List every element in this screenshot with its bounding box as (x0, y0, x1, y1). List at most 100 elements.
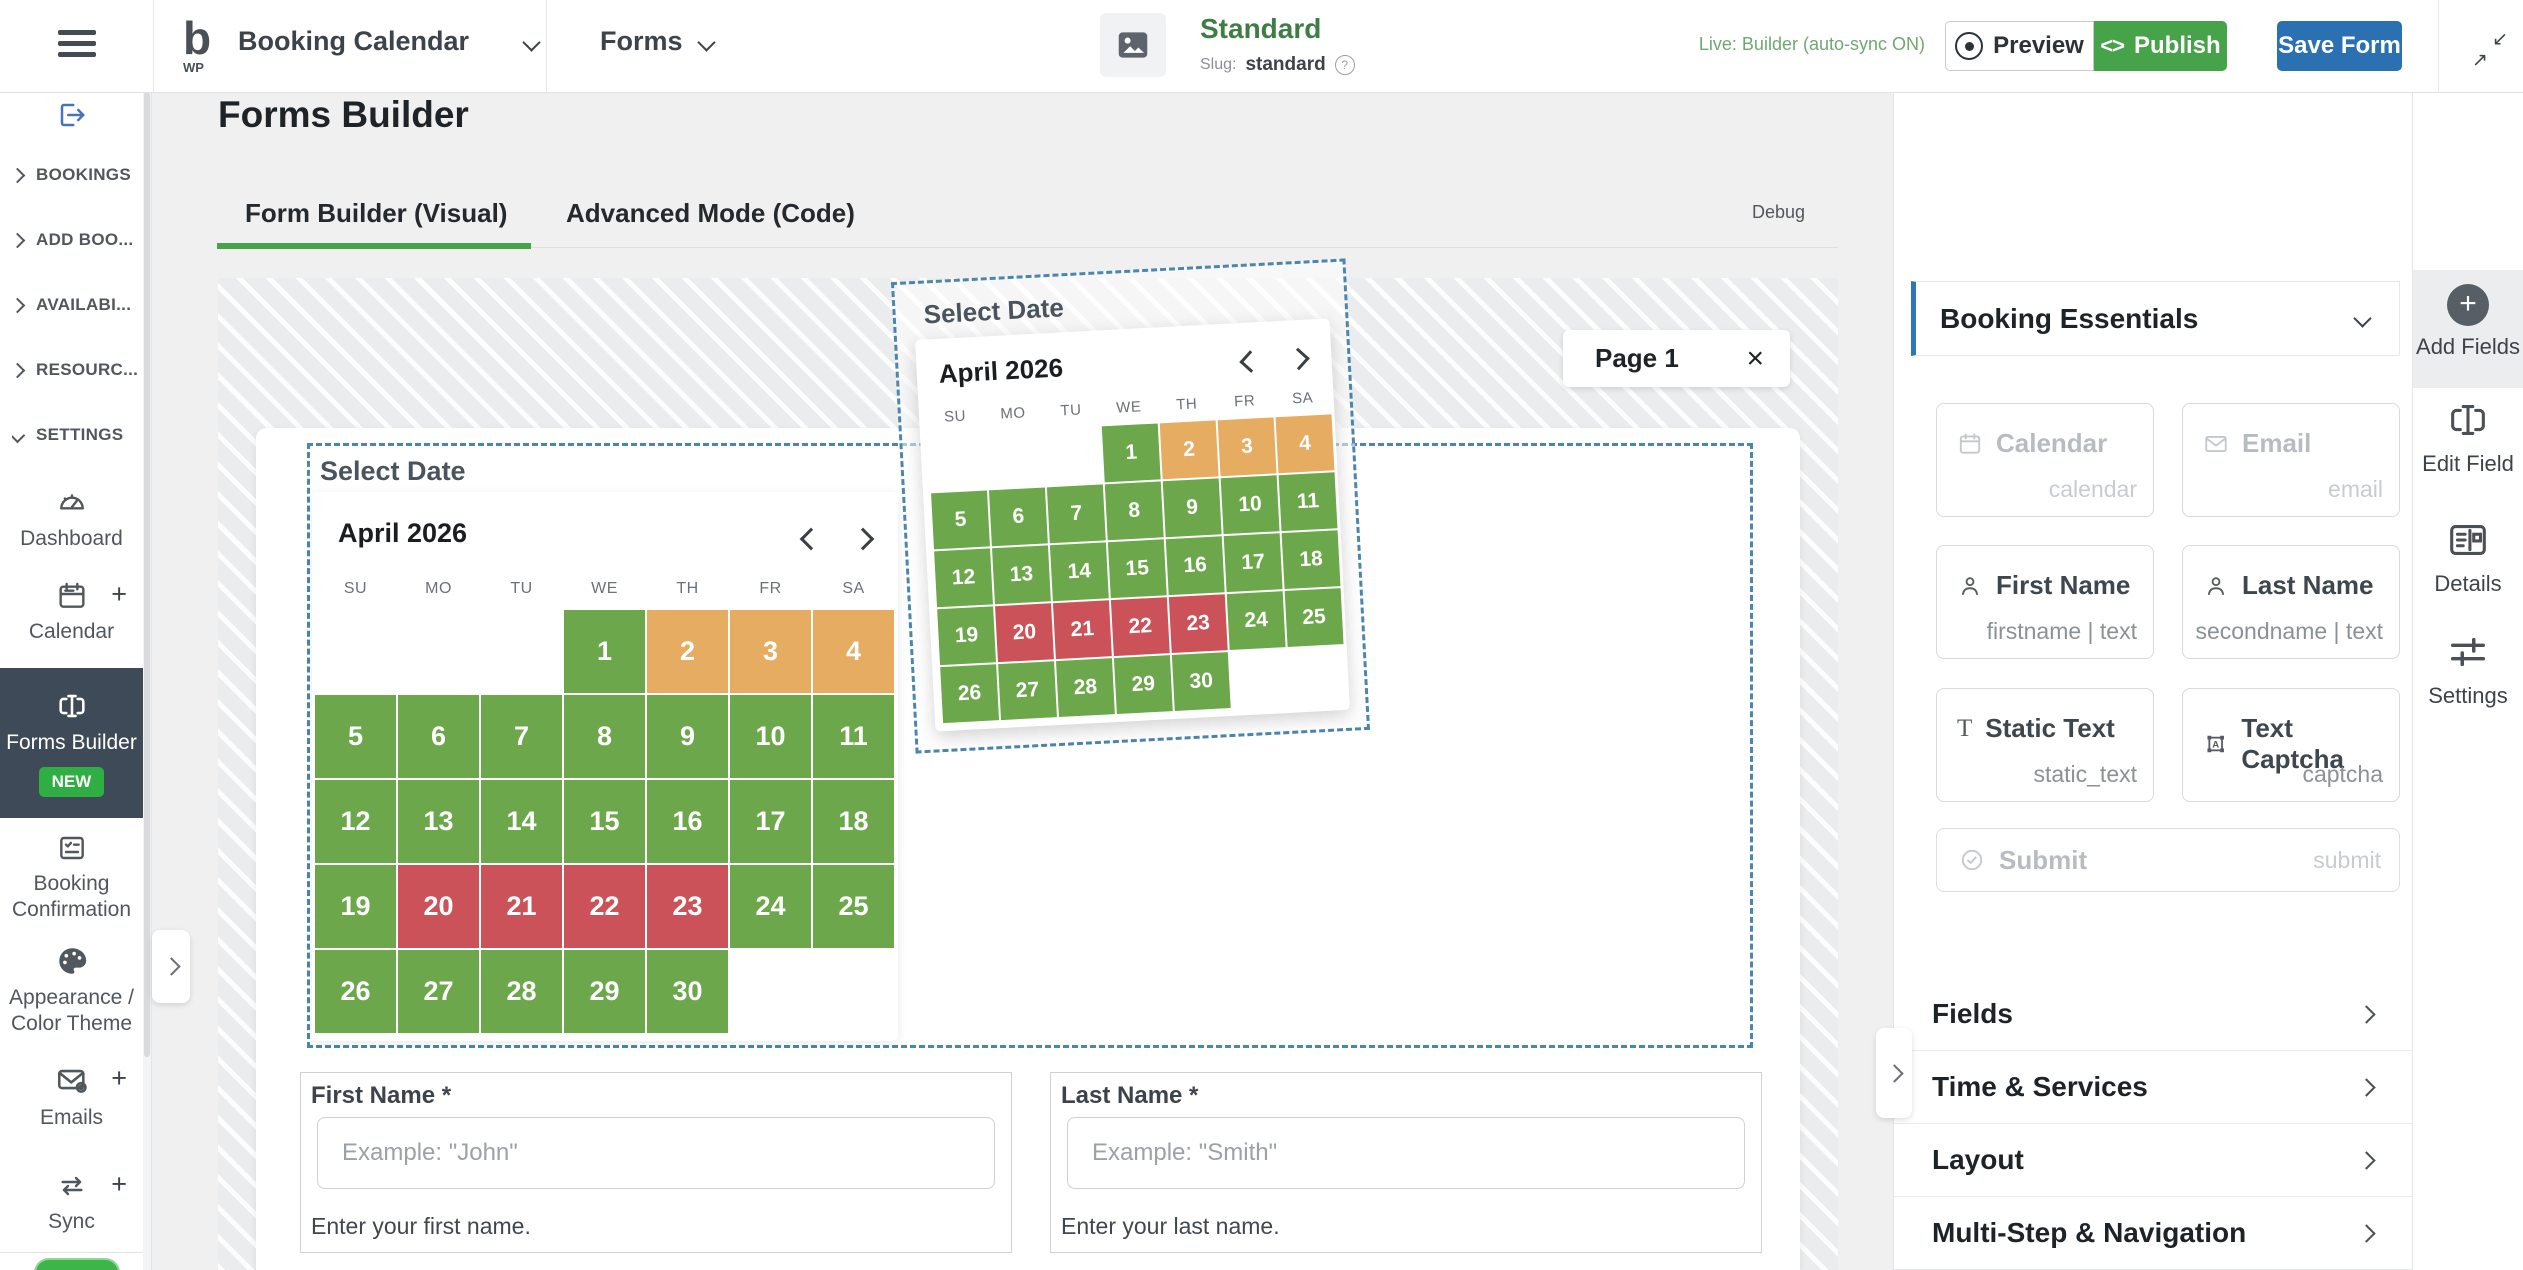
first-name-field-group[interactable]: First Name * Enter your first name. (300, 1072, 1012, 1253)
calendar-day[interactable]: 7 (481, 695, 562, 778)
rail-item-edit-field[interactable]: Edit Field (2413, 397, 2523, 477)
first-name-input[interactable] (317, 1117, 995, 1189)
sidebar-bottom-button[interactable] (34, 1258, 120, 1270)
tab-advanced-mode-code[interactable]: Advanced Mode (Code) (566, 198, 855, 228)
sidebar-item-sync[interactable]: + Sync (0, 1170, 143, 1252)
calendar-day[interactable]: 8 (1104, 481, 1164, 541)
add-calendar-icon[interactable]: + (111, 579, 127, 609)
field-card-last-name[interactable]: Last Name secondname | text (2182, 545, 2400, 659)
section-multi-step-navigation[interactable]: Multi-Step & Navigation (1894, 1197, 2413, 1270)
chevron-down-icon[interactable] (697, 33, 716, 52)
rail-item-settings[interactable]: Settings (2413, 629, 2523, 709)
add-sync-icon[interactable]: + (111, 1169, 127, 1199)
calendar-day[interactable]: 13 (398, 780, 479, 863)
sidebar-item-emails[interactable]: + Emails (0, 1064, 143, 1154)
calendar-day[interactable]: 1 (564, 610, 645, 693)
last-name-field-group[interactable]: Last Name * Enter your last name. (1050, 1072, 1762, 1253)
forms-menu-label[interactable]: Forms (600, 26, 683, 56)
calendar-day[interactable]: 19 (937, 606, 996, 666)
field-card-calendar[interactable]: Calendar calendar (1936, 403, 2154, 517)
calendar-day[interactable]: 6 (398, 695, 479, 778)
save-form-button[interactable]: Save Form (2277, 21, 2402, 71)
calendar-day[interactable]: 24 (1226, 591, 1286, 651)
calendar-day[interactable]: 27 (398, 950, 479, 1033)
debug-link[interactable]: Debug (1752, 202, 1806, 222)
calendar-next-button[interactable] (1285, 345, 1312, 372)
calendar-day[interactable]: 28 (481, 950, 562, 1033)
booking-essentials-header[interactable]: Booking Essentials (1911, 281, 2400, 356)
tab-form-builder-visual[interactable]: Form Builder (Visual) (245, 198, 508, 228)
calendar-day[interactable]: 28 (1056, 658, 1115, 718)
field-card-first-name[interactable]: First Name firstname | text (1936, 545, 2154, 659)
sidebar-group-availability[interactable]: AVAILABI... (12, 290, 140, 320)
collapse-screen-icon[interactable]: ↙ ↗ (2472, 29, 2508, 71)
calendar-day[interactable]: 10 (730, 695, 811, 778)
calendar-day[interactable]: 1 (1101, 423, 1161, 483)
sidebar-expand-tab[interactable] (152, 930, 190, 1003)
calendar-day[interactable]: 6 (988, 487, 1048, 547)
calendar-day[interactable]: 24 (730, 865, 811, 948)
calendar-day[interactable]: 11 (813, 695, 894, 778)
sidebar-group-add-booking[interactable]: ADD BOO... (12, 225, 140, 255)
calendar-day[interactable]: 3 (730, 610, 811, 693)
hamburger-menu-icon[interactable] (58, 30, 96, 62)
calendar-day[interactable]: 18 (1281, 530, 1341, 590)
sidebar-group-bookings[interactable]: BOOKINGS (12, 160, 140, 190)
field-card-static-text[interactable]: T Static Text static_text (1936, 688, 2154, 802)
calendar-day[interactable]: 14 (481, 780, 562, 863)
add-email-icon[interactable]: + (111, 1063, 127, 1093)
calendar-day[interactable]: 4 (1275, 414, 1335, 474)
calendar-day[interactable]: 21 (1052, 600, 1112, 660)
calendar-day[interactable]: 23 (1168, 594, 1228, 654)
calendar-day[interactable]: 9 (1162, 478, 1222, 538)
slug-help-icon[interactable]: ? (1334, 55, 1355, 75)
calendar-day[interactable]: 26 (315, 950, 396, 1033)
calendar-day[interactable]: 15 (1107, 539, 1167, 599)
chevron-down-icon[interactable] (522, 33, 541, 52)
calendar-day[interactable]: 3 (1217, 417, 1277, 477)
calendar-day[interactable]: 25 (1284, 588, 1344, 647)
calendar-day[interactable]: 5 (315, 695, 396, 778)
calendar-day[interactable]: 8 (564, 695, 645, 778)
calendar-prev-button[interactable] (798, 526, 824, 552)
sidebar-scrollbar[interactable] (143, 92, 151, 1270)
field-card-email[interactable]: Email email (2182, 403, 2400, 517)
calendar-day[interactable]: 20 (398, 865, 479, 948)
calendar-day[interactable]: 4 (813, 610, 894, 693)
calendar-day[interactable]: 13 (992, 545, 1051, 605)
calendar-prev-button[interactable] (1237, 348, 1264, 375)
panel-collapse-tab[interactable] (1876, 1028, 1912, 1118)
field-card-submit[interactable]: Submit submit (1936, 828, 2400, 892)
site-menu-label[interactable]: Booking Calendar (238, 26, 470, 56)
calendar-day[interactable]: 9 (647, 695, 728, 778)
calendar-day[interactable]: 20 (995, 603, 1054, 663)
section-layout[interactable]: Layout (1894, 1124, 2413, 1197)
calendar-day[interactable]: 21 (481, 865, 562, 948)
last-name-input[interactable] (1067, 1117, 1745, 1189)
calendar-day[interactable]: 5 (931, 490, 990, 550)
calendar-day[interactable]: 22 (1110, 597, 1170, 657)
calendar-day[interactable]: 14 (1049, 542, 1109, 602)
calendar-day[interactable]: 23 (647, 865, 728, 948)
sidebar-item-calendar[interactable]: + Calendar (0, 580, 143, 660)
calendar-day[interactable]: 15 (564, 780, 645, 863)
calendar-next-button[interactable] (850, 526, 876, 552)
calendar-day[interactable]: 11 (1278, 472, 1338, 532)
sidebar-item-booking-confirmation[interactable]: Booking Confirmation (0, 832, 143, 936)
sidebar-item-forms-builder[interactable]: Forms Builder NEW (0, 668, 143, 818)
page-badge[interactable]: Page 1 × (1563, 330, 1790, 387)
sidebar-group-resources[interactable]: RESOURC... (12, 355, 140, 385)
calendar-day[interactable]: 25 (813, 865, 894, 948)
calendar-day[interactable]: 2 (1159, 420, 1219, 480)
calendar-day[interactable]: 29 (1113, 655, 1173, 714)
rail-item-details[interactable]: Details (2413, 517, 2523, 597)
calendar-day[interactable]: 29 (564, 950, 645, 1033)
calendar-day[interactable]: 22 (564, 865, 645, 948)
exit-builder-icon[interactable] (0, 100, 143, 130)
calendar-day[interactable]: 12 (315, 780, 396, 863)
close-icon[interactable]: × (1746, 341, 1764, 375)
calendar-day[interactable]: 17 (1223, 533, 1283, 593)
sidebar-group-settings[interactable]: SETTINGS (12, 420, 140, 450)
calendar-day[interactable]: 10 (1220, 475, 1280, 535)
